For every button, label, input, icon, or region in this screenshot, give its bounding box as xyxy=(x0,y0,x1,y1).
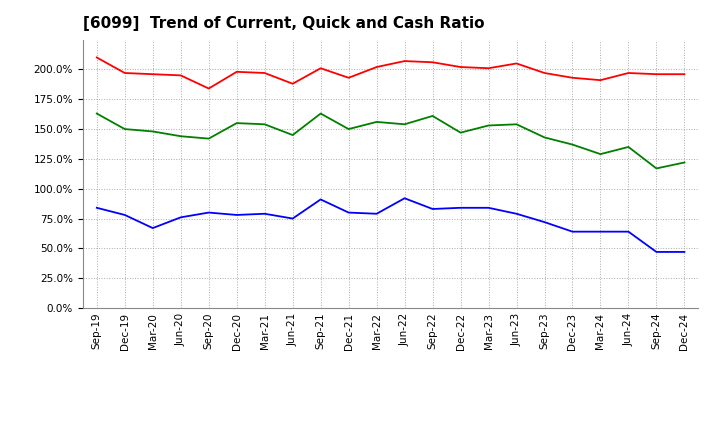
Quick Ratio xyxy=(288,132,297,138)
Quick Ratio xyxy=(261,121,269,127)
Quick Ratio xyxy=(176,134,185,139)
Text: [6099]  Trend of Current, Quick and Cash Ratio: [6099] Trend of Current, Quick and Cash … xyxy=(83,16,485,32)
Cash Ratio xyxy=(233,213,241,218)
Current Ratio xyxy=(316,66,325,71)
Cash Ratio xyxy=(120,213,129,218)
Quick Ratio xyxy=(400,121,409,127)
Line: Quick Ratio: Quick Ratio xyxy=(96,114,685,169)
Cash Ratio xyxy=(400,196,409,201)
Current Ratio xyxy=(624,70,633,76)
Current Ratio xyxy=(233,69,241,74)
Quick Ratio xyxy=(316,111,325,116)
Quick Ratio xyxy=(624,144,633,150)
Quick Ratio xyxy=(512,121,521,127)
Current Ratio xyxy=(568,75,577,81)
Current Ratio xyxy=(92,55,101,60)
Quick Ratio xyxy=(233,121,241,126)
Current Ratio xyxy=(288,81,297,86)
Cash Ratio xyxy=(596,229,605,234)
Line: Current Ratio: Current Ratio xyxy=(96,58,685,88)
Quick Ratio xyxy=(120,126,129,132)
Current Ratio xyxy=(261,70,269,76)
Cash Ratio xyxy=(624,229,633,234)
Current Ratio xyxy=(372,64,381,70)
Cash Ratio xyxy=(261,211,269,216)
Current Ratio xyxy=(344,75,353,81)
Current Ratio xyxy=(400,59,409,64)
Current Ratio xyxy=(652,72,661,77)
Cash Ratio xyxy=(372,211,381,216)
Cash Ratio xyxy=(456,205,465,210)
Current Ratio xyxy=(456,64,465,70)
Current Ratio xyxy=(540,70,549,76)
Cash Ratio xyxy=(652,249,661,255)
Current Ratio xyxy=(176,73,185,78)
Current Ratio xyxy=(680,72,689,77)
Quick Ratio xyxy=(680,160,689,165)
Quick Ratio xyxy=(204,136,213,141)
Current Ratio xyxy=(120,70,129,76)
Line: Cash Ratio: Cash Ratio xyxy=(96,198,685,252)
Cash Ratio xyxy=(92,205,101,210)
Cash Ratio xyxy=(316,197,325,202)
Cash Ratio xyxy=(204,210,213,215)
Cash Ratio xyxy=(428,206,437,212)
Cash Ratio xyxy=(344,210,353,215)
Current Ratio xyxy=(485,66,493,71)
Quick Ratio xyxy=(540,135,549,140)
Cash Ratio xyxy=(512,211,521,216)
Current Ratio xyxy=(204,86,213,91)
Cash Ratio xyxy=(680,249,689,255)
Quick Ratio xyxy=(485,123,493,128)
Quick Ratio xyxy=(428,114,437,119)
Cash Ratio xyxy=(176,215,185,220)
Cash Ratio xyxy=(485,205,493,210)
Quick Ratio xyxy=(596,151,605,157)
Quick Ratio xyxy=(344,126,353,132)
Current Ratio xyxy=(512,61,521,66)
Cash Ratio xyxy=(288,216,297,221)
Cash Ratio xyxy=(540,220,549,225)
Current Ratio xyxy=(148,72,157,77)
Quick Ratio xyxy=(652,166,661,171)
Quick Ratio xyxy=(372,119,381,125)
Quick Ratio xyxy=(568,142,577,147)
Cash Ratio xyxy=(148,225,157,231)
Cash Ratio xyxy=(568,229,577,234)
Quick Ratio xyxy=(92,111,101,116)
Quick Ratio xyxy=(456,130,465,135)
Quick Ratio xyxy=(148,129,157,134)
Current Ratio xyxy=(428,60,437,65)
Current Ratio xyxy=(596,77,605,83)
